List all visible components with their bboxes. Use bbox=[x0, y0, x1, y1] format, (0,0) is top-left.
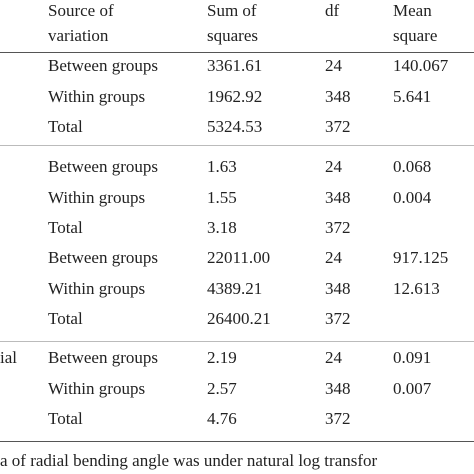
value-cell: 24 bbox=[325, 157, 342, 176]
source-cell: Within groups bbox=[48, 278, 146, 298]
header-cell: squares bbox=[207, 26, 258, 45]
value-cell: 348 bbox=[325, 187, 351, 207]
source-cell: Between groups bbox=[48, 56, 159, 75]
value-cell: 140.067 bbox=[393, 56, 449, 75]
source-cell: Within groups bbox=[48, 86, 146, 106]
value-cell: 26400.21 bbox=[207, 309, 271, 329]
header-cell: square bbox=[393, 26, 438, 45]
footnote: a of radial bending angle was under natu… bbox=[0, 451, 378, 470]
bottom-rule bbox=[0, 441, 474, 442]
source-cell: Within groups bbox=[48, 378, 146, 398]
header-cell: df bbox=[325, 1, 340, 20]
value-cell: 24 bbox=[325, 248, 342, 267]
source-cell: Between groups bbox=[48, 248, 159, 267]
value-cell: 2.19 bbox=[207, 348, 237, 367]
value-cell: 372 bbox=[325, 409, 351, 429]
value-cell: 4389.21 bbox=[207, 278, 263, 298]
value-cell: 1962.92 bbox=[207, 86, 263, 106]
group-label: ial bbox=[0, 348, 17, 367]
group-rule bbox=[0, 341, 474, 342]
value-cell: 5324.53 bbox=[207, 117, 263, 137]
source-cell: Total bbox=[48, 309, 83, 329]
value-cell: 22011.00 bbox=[207, 248, 271, 267]
value-cell: 24 bbox=[325, 56, 342, 75]
value-cell: 348 bbox=[325, 278, 351, 298]
source-cell: Between groups bbox=[48, 157, 159, 176]
source-cell: Between groups bbox=[48, 348, 159, 367]
value-cell: 2.57 bbox=[207, 378, 237, 398]
value-cell: 5.641 bbox=[393, 86, 432, 106]
source-cell: Total bbox=[48, 218, 83, 238]
value-cell: 3361.61 bbox=[207, 56, 263, 75]
header-cell: variation bbox=[48, 26, 109, 45]
value-cell: 917.125 bbox=[393, 248, 449, 267]
value-cell: 372 bbox=[325, 117, 351, 137]
header-cell: Sum of bbox=[207, 1, 257, 20]
value-cell: 348 bbox=[325, 378, 351, 398]
source-cell: Total bbox=[48, 409, 83, 429]
value-cell: 348 bbox=[325, 86, 351, 106]
value-cell: 0.004 bbox=[393, 187, 432, 207]
value-cell: 372 bbox=[325, 218, 351, 238]
header-cell: Mean bbox=[393, 1, 432, 20]
group-rule bbox=[0, 145, 474, 146]
header-rule bbox=[0, 52, 474, 53]
value-cell: 1.55 bbox=[207, 187, 237, 207]
source-cell: Within groups bbox=[48, 187, 146, 207]
value-cell: 0.068 bbox=[393, 157, 432, 176]
value-cell: 0.091 bbox=[393, 348, 432, 367]
value-cell: 4.76 bbox=[207, 409, 237, 429]
header-cell: Source of bbox=[48, 1, 114, 20]
value-cell: 24 bbox=[325, 348, 342, 367]
value-cell: 3.18 bbox=[207, 218, 237, 238]
value-cell: 372 bbox=[325, 309, 351, 329]
value-cell: 12.613 bbox=[393, 278, 440, 298]
value-cell: 1.63 bbox=[207, 157, 237, 176]
value-cell: 0.007 bbox=[393, 378, 432, 398]
source-cell: Total bbox=[48, 117, 83, 137]
